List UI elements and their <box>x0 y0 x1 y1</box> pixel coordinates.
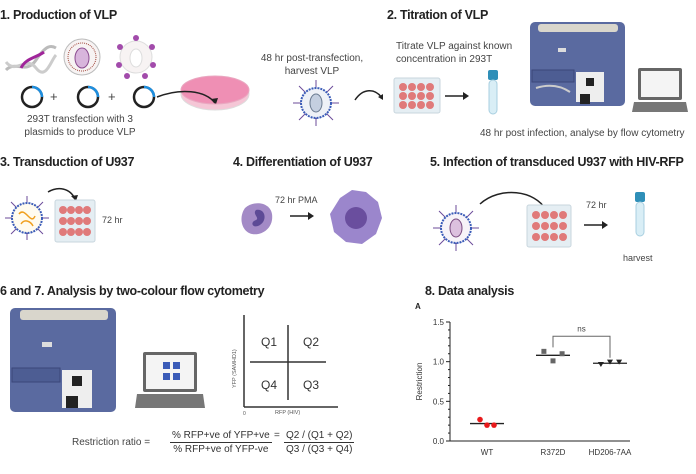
test-tube-icon <box>488 70 498 115</box>
vlp-icon <box>293 80 339 126</box>
flow-cytometer-icon <box>530 22 625 106</box>
quadrant-q2: Q2 <box>303 335 320 349</box>
formula-denominator: Q3 / (Q3 + Q4) <box>286 444 353 455</box>
hiv-rfp-virus-icon <box>433 205 479 251</box>
arrow-icon <box>584 221 608 229</box>
arrow-icon <box>445 92 469 100</box>
step5-harvest: harvest <box>623 253 653 263</box>
laptop-icon <box>632 68 688 112</box>
data-point <box>541 348 547 354</box>
culture-dish-icon <box>156 75 250 111</box>
data-point <box>477 416 483 423</box>
well-plate-icon <box>526 204 572 248</box>
quadrant-origin: 0 <box>243 411 246 417</box>
caption-line: 48 hr post-transfection, <box>260 53 364 64</box>
quadrant-q4: Q4 <box>261 378 278 392</box>
caption-line: Titrate VLP against known <box>396 41 513 52</box>
step4-title: 4. Differentiation of U937 <box>233 155 373 169</box>
formula-numerator: % RFP+ve of YFP+ve <box>170 430 272 443</box>
step2-caption: Titrate VLP against known concentration … <box>396 40 512 66</box>
y-tick-label: 0.5 <box>433 397 445 406</box>
significance-label: ns <box>577 324 585 333</box>
lentivirus-icon <box>5 196 49 240</box>
data-point <box>607 359 613 365</box>
y-axis-label: Restriction <box>415 363 424 401</box>
dna-icon <box>4 45 58 74</box>
curved-arrow-icon <box>47 187 78 201</box>
restriction-scatter-chart: A 0.0 0.5 1.0 1.5 Restriction WT R372D HD206-7AA… <box>415 302 632 457</box>
data-point <box>484 422 490 428</box>
step3-time: 72 hr <box>102 215 123 225</box>
quadrant-q1: Q1 <box>261 335 278 349</box>
laptop-icon <box>135 352 205 408</box>
well-plate-icon <box>393 77 441 114</box>
monocyte-cell-icon <box>241 203 273 235</box>
plus-sign: + <box>50 89 58 104</box>
step67-title: 6 and 7. Analysis by two-colour flow cyt… <box>0 284 265 298</box>
formula-fraction-2: Q2 / (Q1 + Q2) Q3 / (Q3 + Q4) <box>284 429 355 456</box>
test-tube-icon <box>635 192 645 237</box>
formula-fraction-1: % RFP+ve of YFP+ve % RFP+ve of YFP-ve <box>170 429 272 456</box>
data-point <box>491 422 497 428</box>
data-point <box>559 351 565 357</box>
y-tick-label: 1.0 <box>433 358 445 367</box>
plasmids-icon <box>20 85 156 109</box>
quadrant-q3: Q3 <box>303 378 320 392</box>
harvest-caption: 48 hr post-transfection, harvest VLP <box>252 52 372 78</box>
x-tick-label: WT <box>481 448 494 457</box>
step3-title: 3. Transduction of U937 <box>0 155 135 169</box>
y-tick-label: 1.5 <box>433 318 445 327</box>
quadrant-plot <box>243 315 338 408</box>
significance-bracket <box>552 335 611 358</box>
caption-line: 293T transfection with 3 <box>27 114 133 125</box>
caption-line: concentration in 293T <box>396 54 493 65</box>
step1-caption: 293T transfection with 3 plasmids to pro… <box>15 113 145 139</box>
well-plate-icon <box>54 199 96 243</box>
step8-title: 8. Data analysis <box>425 284 515 298</box>
x-tick-label: HD206-7AA <box>589 448 632 457</box>
y-tick-label: 0.0 <box>433 437 445 446</box>
curved-arrow-icon <box>354 90 383 101</box>
envelope-protein-icon <box>116 35 156 79</box>
formula-equals: = <box>274 430 280 441</box>
data-point <box>616 359 623 365</box>
panel-label: A <box>415 302 421 311</box>
formula-numerator: Q2 / (Q1 + Q2) <box>284 430 355 443</box>
quadrant-xlabel: RFP (HIV) <box>275 410 301 416</box>
step5-time: 72 hr <box>586 200 607 210</box>
arrow-icon <box>290 212 314 220</box>
step1-title: 1. Production of VLP <box>0 8 117 22</box>
quadrant-ylabel: YFP (SAMHD1) <box>232 349 238 388</box>
caption-line: harvest VLP <box>284 66 340 77</box>
flow-cytometer-icon <box>10 308 116 412</box>
step5-title: 5. Infection of transduced U937 with HIV… <box>430 155 684 169</box>
step2-result-caption: 48 hr post infection, analyse by flow cy… <box>480 128 685 139</box>
x-tick-label: R372D <box>541 448 566 457</box>
formula-label: Restriction ratio = <box>72 437 151 448</box>
plus-sign: + <box>108 89 116 104</box>
step2-title: 2. Titration of VLP <box>387 8 489 22</box>
step4-time: 72 hr PMA <box>275 195 318 205</box>
data-point <box>597 362 604 368</box>
caption-line: plasmids to produce VLP <box>24 127 136 138</box>
data-point <box>550 358 556 364</box>
macrophage-cell-icon <box>330 190 382 244</box>
formula-denominator: % RFP+ve of YFP-ve <box>173 444 269 455</box>
virus-particle-icon <box>63 38 101 76</box>
